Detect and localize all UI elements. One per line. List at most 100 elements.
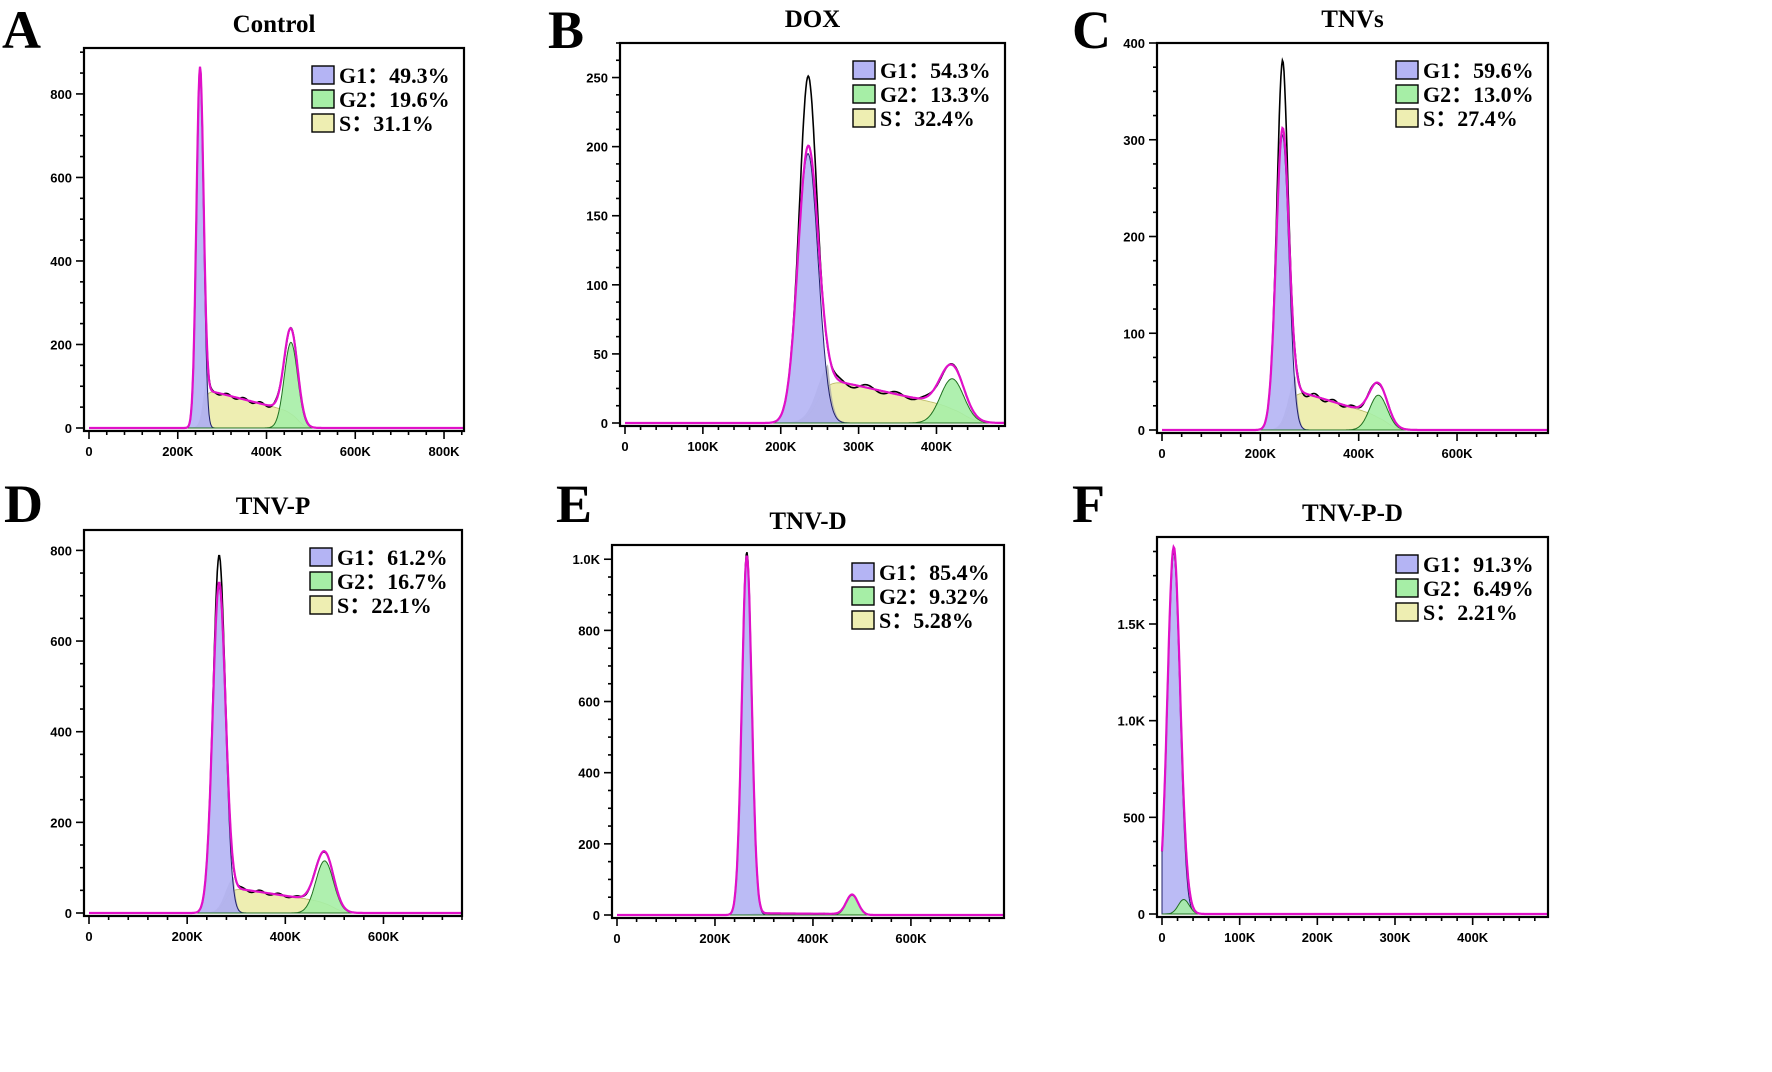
panel-letter: E	[556, 474, 592, 534]
x-tick-label: 200K	[1245, 446, 1277, 461]
panel-letter: C	[1072, 0, 1111, 60]
plot-frame	[610, 543, 1006, 920]
y-tick-label: 600	[50, 634, 72, 649]
plot-area	[1160, 543, 1548, 916]
y-tick-label: 1.0K	[573, 552, 601, 567]
legend-swatch-s	[851, 610, 875, 630]
panel-letter: A	[2, 0, 41, 60]
s-phase-area	[1162, 393, 1548, 431]
x-tick-label: 0	[1158, 446, 1165, 461]
model-fit-line	[89, 581, 462, 915]
y-tick-label: 800	[578, 623, 600, 638]
plot-area	[89, 554, 462, 915]
y-tick-label: 0	[1138, 423, 1145, 438]
x-tick-label: 600K	[895, 931, 927, 946]
legend-label-s: S：5.28%	[879, 608, 974, 633]
legend-swatch-s	[1395, 108, 1419, 128]
x-tick-label: 100K	[1224, 930, 1256, 945]
y-tick-label: 50	[594, 347, 608, 362]
y-tick-label: 100	[586, 278, 608, 293]
legend: G1：85.4%G2：9.32%S：5.28%	[851, 560, 990, 633]
g1-phase-area	[89, 585, 462, 914]
x-tick-label: 400K	[1457, 930, 1489, 945]
x-tick-label: 400K	[1343, 446, 1375, 461]
y-tick-label: 400	[578, 766, 600, 781]
panel-letter: D	[4, 474, 43, 534]
legend-label-g1: G1：59.6%	[1423, 58, 1534, 83]
legend-label-g2: G2：16.7%	[337, 569, 448, 594]
g2-phase-area	[617, 894, 1004, 916]
y-tick-label: 0	[601, 416, 608, 431]
model-fit-line	[89, 66, 464, 430]
y-tick-label: 800	[50, 87, 72, 102]
panel-d: D TNV-P 0 200 400 600 800 0 200K 400K 600K G1：61.2%…	[4, 474, 464, 944]
model-fit-line	[1162, 126, 1548, 432]
legend-label-s: S：31.1%	[339, 111, 434, 136]
legend-swatch-g2	[1395, 578, 1419, 598]
y-tick-label: 0	[593, 908, 600, 923]
legend: G1：54.3%G2：13.3%S：32.4%	[852, 58, 991, 131]
model-fit-line	[617, 555, 1004, 917]
y-tick-label: 600	[50, 170, 72, 185]
x-tick-label: 200K	[172, 929, 204, 944]
panel-title: TNV-P	[236, 493, 311, 520]
x-tick-label: 0	[621, 439, 628, 454]
y-tick-label: 200	[1123, 230, 1145, 245]
plot-area	[1162, 57, 1548, 432]
panel-title: TNVs	[1321, 6, 1384, 33]
x-tick-label: 600K	[340, 444, 372, 459]
x-tick-label: 600K	[368, 929, 400, 944]
legend: G1：49.3%G2：19.6%S：31.1%	[311, 63, 450, 136]
x-tick-label: 200K	[699, 931, 731, 946]
legend-swatch-g2	[1395, 84, 1419, 104]
y-tick-label: 200	[586, 140, 608, 155]
g2-phase-area	[1162, 898, 1548, 915]
model-fit-line	[1160, 543, 1548, 916]
legend-label-g2: G2：13.0%	[1423, 82, 1534, 107]
y-tick-label: 0	[65, 421, 72, 436]
panel-title: Control	[233, 11, 316, 38]
panel-title: TNV-P-D	[1302, 500, 1403, 527]
y-tick-label: 400	[50, 725, 72, 740]
legend-swatch-s	[852, 108, 876, 128]
x-tick-label: 100K	[687, 439, 719, 454]
legend-swatch-g1	[852, 60, 876, 80]
plot-frame	[82, 528, 464, 918]
y-tick-label: 0	[65, 906, 72, 921]
y-tick-label: 200	[50, 337, 72, 352]
legend-label-g2: G2：19.6%	[339, 87, 450, 112]
y-tick-label: 100	[1123, 326, 1145, 341]
x-tick-label: 0	[613, 931, 620, 946]
legend-label-s: S：27.4%	[1423, 106, 1518, 131]
panel-letter: B	[548, 0, 584, 60]
x-tick-label: 400K	[797, 931, 829, 946]
y-tick-label: 400	[1123, 36, 1145, 51]
plot-area	[617, 551, 1004, 917]
legend-swatch-s	[1395, 602, 1419, 622]
legend-swatch-g1	[309, 547, 333, 567]
y-tick-label: 800	[50, 543, 72, 558]
x-tick-label: 800K	[428, 444, 460, 459]
y-tick-label: 150	[586, 209, 608, 224]
y-tick-label: 500	[1123, 810, 1145, 825]
y-tick-label: 1.0K	[1118, 714, 1146, 729]
x-tick-label: 0	[1158, 930, 1165, 945]
legend-swatch-s	[311, 113, 335, 133]
y-tick-label: 300	[1123, 133, 1145, 148]
panel-e: E TNV-D 0 200 400 600 800 1.0K 0 200K 400K 600K G1：8…	[556, 474, 1006, 946]
legend-swatch-g1	[311, 65, 335, 85]
x-tick-label: 300K	[843, 439, 875, 454]
panel-b: B DOX 0 50 100 150 200 250 0 100K 200K 300K 400K G1：5…	[548, 0, 1007, 454]
y-tick-label: 250	[586, 71, 608, 86]
legend-label-g1: G1：91.3%	[1423, 552, 1534, 577]
g1-phase-area	[1162, 133, 1548, 431]
plot-frame	[1155, 41, 1550, 435]
legend-label-g1: G1：54.3%	[880, 58, 991, 83]
legend-label-g2: G2：9.32%	[879, 584, 990, 609]
legend: G1：91.3%G2：6.49%S：2.21%	[1395, 552, 1534, 625]
legend-swatch-g2	[852, 84, 876, 104]
x-tick-label: 300K	[1379, 930, 1411, 945]
panel-a: A Control 0 200 400 600 800 0 200K 400K 600K 800K G1…	[2, 0, 466, 459]
legend-swatch-g1	[851, 562, 875, 582]
legend-swatch-g2	[851, 586, 875, 606]
